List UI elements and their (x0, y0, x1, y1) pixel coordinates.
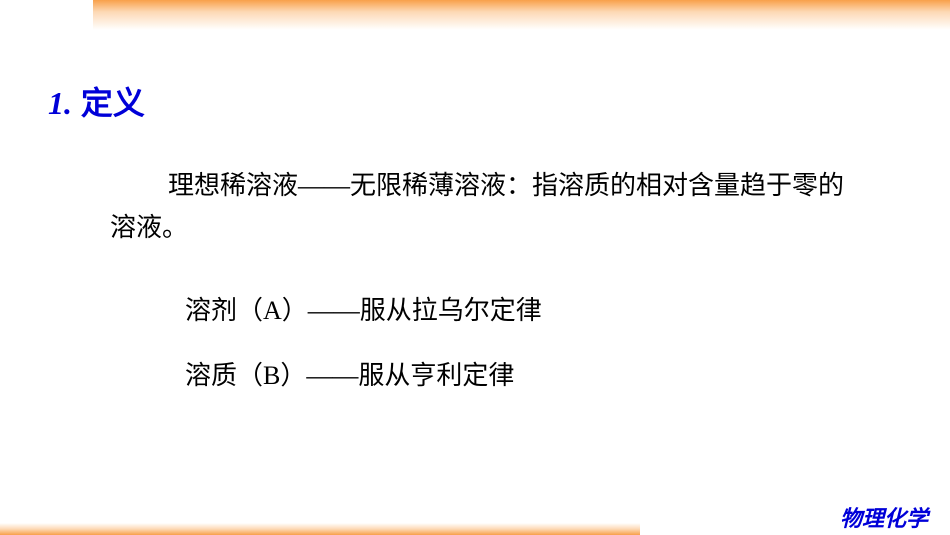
solvent-prefix: 溶剂（ (185, 296, 263, 325)
heading-number: 1. (48, 85, 72, 121)
solvent-line: 溶剂（A）——服从拉乌尔定律 (185, 290, 542, 332)
heading-text: 定义 (81, 85, 145, 121)
solute-letter: B (263, 361, 280, 390)
bottom-decorative-bar (0, 523, 640, 535)
solute-line: 溶质（B）——服从亨利定律 (185, 355, 514, 397)
section-heading: 1. 定义 (48, 78, 145, 124)
definition-paragraph: 理想稀溶液——无限稀薄溶液：指溶质的相对含量趋于零的溶液。 (110, 165, 850, 248)
solvent-suffix: ）——服从拉乌尔定律 (282, 296, 542, 325)
top-decorative-bar (93, 0, 950, 30)
solute-prefix: 溶质（ (185, 361, 263, 390)
solute-suffix: ）——服从亨利定律 (280, 361, 514, 390)
footer-subject-label: 物理化学 (840, 501, 928, 533)
solvent-letter: A (263, 296, 282, 325)
